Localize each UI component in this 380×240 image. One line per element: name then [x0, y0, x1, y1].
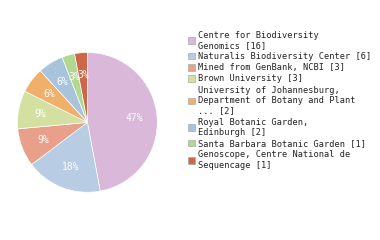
Text: 9%: 9% [35, 109, 46, 119]
Legend: Centre for Biodiversity
Genomics [16], Naturalis Biodiversity Center [6], Mined : Centre for Biodiversity Genomics [16], N… [188, 30, 371, 170]
Text: 6%: 6% [44, 89, 55, 99]
Wedge shape [17, 91, 87, 129]
Text: 9%: 9% [37, 135, 49, 144]
Text: 3%: 3% [68, 72, 80, 82]
Text: 6%: 6% [57, 77, 68, 87]
Wedge shape [62, 54, 87, 122]
Text: 3%: 3% [77, 70, 89, 80]
Text: 47%: 47% [126, 113, 144, 123]
Wedge shape [25, 71, 87, 122]
Wedge shape [32, 122, 100, 192]
Wedge shape [74, 53, 87, 122]
Wedge shape [87, 53, 157, 191]
Text: 18%: 18% [62, 162, 79, 172]
Wedge shape [18, 122, 87, 165]
Wedge shape [40, 57, 87, 122]
